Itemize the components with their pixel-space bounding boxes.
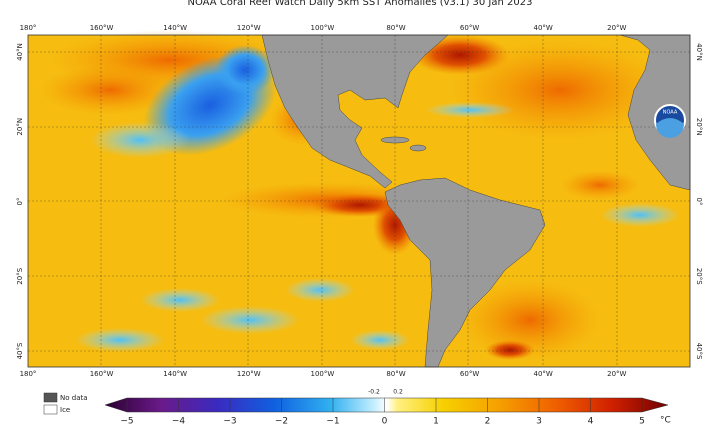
colorbar-minor-label: -0.2 <box>368 389 380 396</box>
lon-label-top: 100°W <box>311 24 335 32</box>
colorbar-unit: °C <box>660 416 671 426</box>
colorbar-label: 4 <box>588 417 594 427</box>
colorbar-label: −2 <box>275 417 288 427</box>
lon-label-top: 40°W <box>534 24 553 32</box>
lat-label-right: 20°N <box>695 118 703 136</box>
colorbar-label: −5 <box>120 417 133 427</box>
colorbar-label: 5 <box>639 417 645 427</box>
lat-label-right: 40°N <box>695 43 703 61</box>
lon-label-top: 140°W <box>163 24 187 32</box>
colorbar-label: 2 <box>485 417 491 427</box>
lat-label-left: 20°S <box>16 267 24 284</box>
lon-label-top: 80°W <box>386 24 405 32</box>
legend-label: No data <box>60 394 88 402</box>
lon-label-top: 60°W <box>460 24 479 32</box>
lon-label-top: 160°W <box>90 24 114 32</box>
colorbar-label: 3 <box>536 417 542 427</box>
lon-label-top: 180° <box>20 24 37 32</box>
lon-label-bottom: 120°W <box>237 370 261 378</box>
map-title: NOAA Coral Reef Watch Daily 5km SST Anom… <box>188 0 533 8</box>
colorbar-label: −1 <box>326 417 339 427</box>
logo-text: NOAA <box>663 110 678 116</box>
lat-label-right: 20°S <box>695 268 703 285</box>
graticule <box>27 34 691 368</box>
colorbar-label: −4 <box>172 417 186 427</box>
lat-label-left: 20°N <box>16 118 24 136</box>
lon-label-top: 20°W <box>607 24 626 32</box>
lon-label-top: 120°W <box>237 24 261 32</box>
lat-label-left: 40°N <box>16 43 24 61</box>
legend: No data Ice <box>43 392 88 415</box>
lon-label-bottom: 20°W <box>607 370 626 378</box>
colorbar <box>104 397 669 413</box>
lon-label-bottom: 60°W <box>460 370 479 378</box>
noaa-logo: NOAA <box>654 104 686 138</box>
lon-label-bottom: 160°W <box>90 370 114 378</box>
colorbar-label: 0 <box>382 417 388 427</box>
lon-label-bottom: 40°W <box>534 370 553 378</box>
lat-label-right: 0° <box>695 198 703 206</box>
lat-label-right: 40°S <box>695 343 703 360</box>
colorbar-label: 1 <box>433 417 439 427</box>
lat-label-left: 40°S <box>16 342 24 359</box>
lat-label-left: 0° <box>16 198 24 206</box>
lon-label-bottom: 180° <box>20 370 37 378</box>
lon-label-bottom: 140°W <box>163 370 187 378</box>
lon-label-bottom: 100°W <box>311 370 335 378</box>
colorbar-minor-label: 0.2 <box>393 389 403 396</box>
lon-label-bottom: 80°W <box>386 370 405 378</box>
land <box>261 34 691 368</box>
legend-label: Ice <box>60 406 70 414</box>
colorbar-label: −3 <box>223 417 236 427</box>
